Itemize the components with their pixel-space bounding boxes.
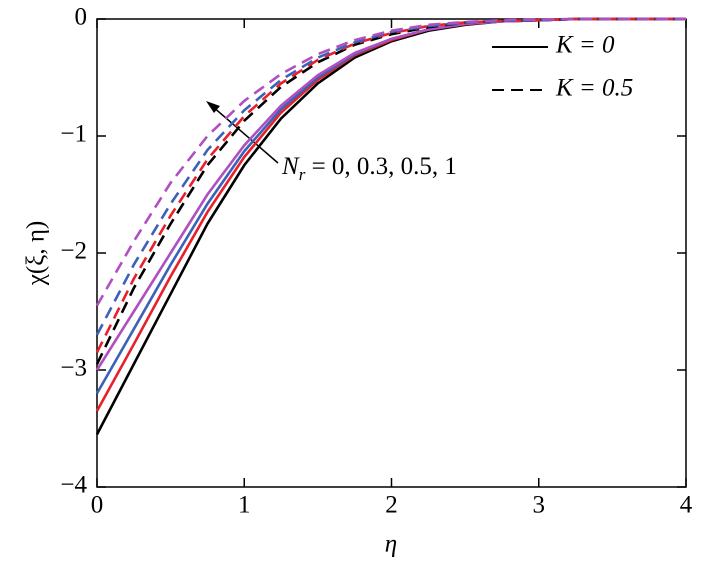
y-tick-label: −4 — [60, 472, 87, 499]
x-tick-label: 4 — [680, 492, 693, 519]
series-line — [95, 17, 686, 365]
y-tick-label: −2 — [60, 238, 87, 265]
x-tick-label: 2 — [385, 492, 398, 519]
annotation-text: = 0, 0.3, 0.5, 1 — [305, 153, 457, 180]
y-tick-label: −1 — [60, 121, 87, 148]
arrow-head — [206, 101, 220, 113]
annotation-symbol: N — [281, 153, 300, 180]
y-tick-label: −3 — [60, 355, 87, 382]
x-axis-label: η — [385, 531, 397, 558]
series-line — [95, 17, 686, 354]
annotation: Nr = 0, 0.3, 0.5, 1 — [281, 153, 457, 184]
legend-label: K = 0 — [555, 32, 615, 59]
x-tick-label: 3 — [533, 492, 546, 519]
y-tick-label: 0 — [75, 4, 88, 31]
annotation-subscript: r — [299, 165, 306, 184]
x-tick-label: 1 — [238, 492, 251, 519]
legend-label: K = 0.5 — [555, 75, 633, 102]
y-axis-label: χ(ξ, η) — [23, 221, 50, 286]
series-line — [95, 17, 686, 307]
annotation-arrow — [211, 105, 279, 164]
x-tick-label: 0 — [91, 492, 104, 519]
